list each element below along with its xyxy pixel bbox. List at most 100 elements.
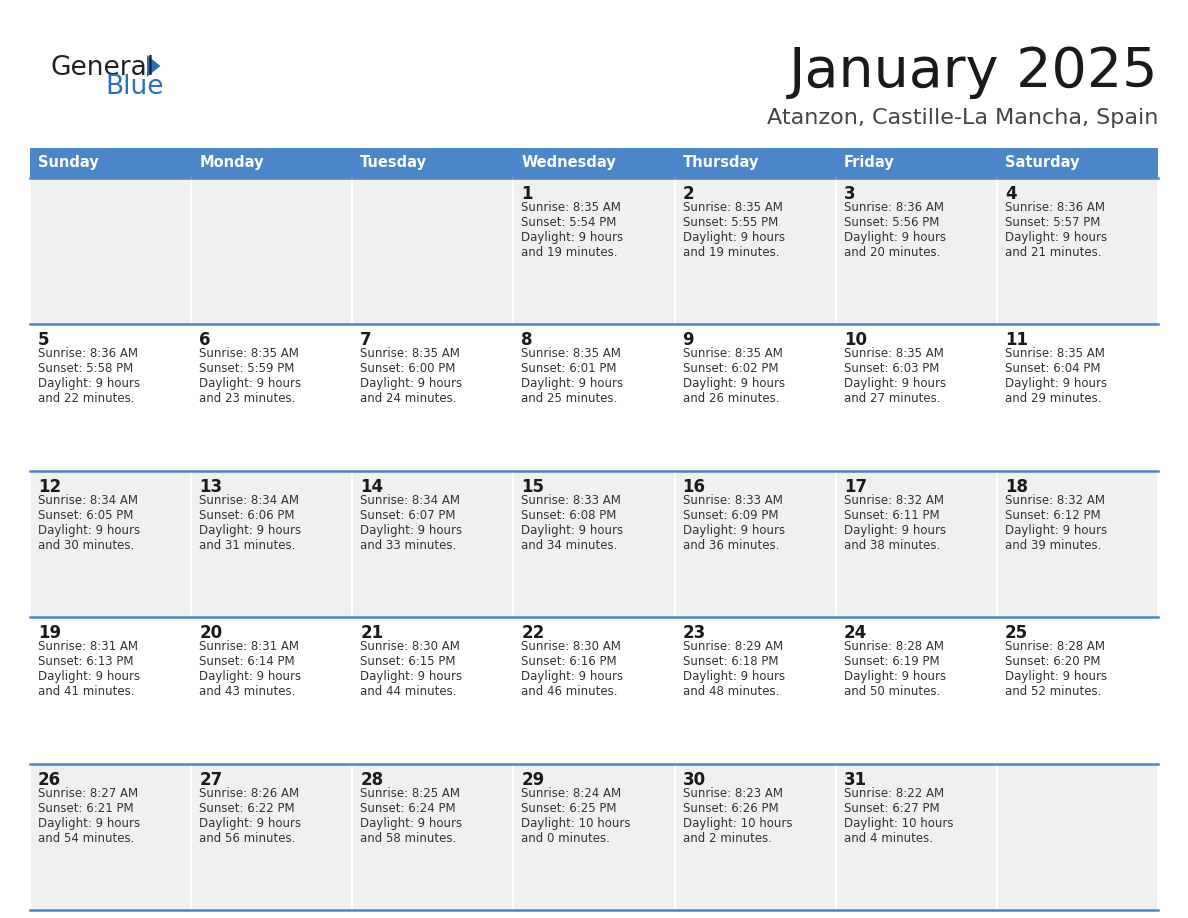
Text: Sunrise: 8:33 AM: Sunrise: 8:33 AM <box>683 494 783 507</box>
Text: Sunrise: 8:36 AM: Sunrise: 8:36 AM <box>1005 201 1105 214</box>
Text: and 39 minutes.: and 39 minutes. <box>1005 539 1101 552</box>
Text: Daylight: 10 hours: Daylight: 10 hours <box>522 817 631 830</box>
Text: and 34 minutes.: and 34 minutes. <box>522 539 618 552</box>
Text: and 26 minutes.: and 26 minutes. <box>683 392 779 406</box>
Text: Daylight: 9 hours: Daylight: 9 hours <box>1005 231 1107 244</box>
Text: Sunset: 6:19 PM: Sunset: 6:19 PM <box>843 655 940 668</box>
Text: Daylight: 9 hours: Daylight: 9 hours <box>360 377 462 390</box>
Text: Sunset: 6:12 PM: Sunset: 6:12 PM <box>1005 509 1100 521</box>
Text: Sunrise: 8:30 AM: Sunrise: 8:30 AM <box>360 640 460 654</box>
Text: and 25 minutes.: and 25 minutes. <box>522 392 618 406</box>
Text: Sunset: 5:54 PM: Sunset: 5:54 PM <box>522 216 617 229</box>
Text: General: General <box>50 55 154 81</box>
Text: Daylight: 9 hours: Daylight: 9 hours <box>1005 670 1107 683</box>
Text: Daylight: 9 hours: Daylight: 9 hours <box>843 524 946 537</box>
Text: Sunset: 6:13 PM: Sunset: 6:13 PM <box>38 655 133 668</box>
Text: Daylight: 9 hours: Daylight: 9 hours <box>200 377 302 390</box>
Text: Sunrise: 8:34 AM: Sunrise: 8:34 AM <box>38 494 138 507</box>
Text: Sunset: 5:56 PM: Sunset: 5:56 PM <box>843 216 939 229</box>
Text: 14: 14 <box>360 477 384 496</box>
Text: Sunrise: 8:30 AM: Sunrise: 8:30 AM <box>522 640 621 654</box>
Text: and 31 minutes.: and 31 minutes. <box>200 539 296 552</box>
Text: Sunset: 6:20 PM: Sunset: 6:20 PM <box>1005 655 1100 668</box>
Text: Wednesday: Wednesday <box>522 155 617 171</box>
Text: and 52 minutes.: and 52 minutes. <box>1005 685 1101 699</box>
Text: Sunrise: 8:31 AM: Sunrise: 8:31 AM <box>200 640 299 654</box>
Text: Daylight: 9 hours: Daylight: 9 hours <box>38 377 140 390</box>
Text: 13: 13 <box>200 477 222 496</box>
Text: 25: 25 <box>1005 624 1028 643</box>
Text: 27: 27 <box>200 770 222 789</box>
Text: Daylight: 9 hours: Daylight: 9 hours <box>38 524 140 537</box>
Text: 16: 16 <box>683 477 706 496</box>
Text: and 54 minutes.: and 54 minutes. <box>38 832 134 845</box>
Text: Sunrise: 8:31 AM: Sunrise: 8:31 AM <box>38 640 138 654</box>
Text: Sunset: 6:22 PM: Sunset: 6:22 PM <box>200 801 295 814</box>
Text: Sunrise: 8:24 AM: Sunrise: 8:24 AM <box>522 787 621 800</box>
Text: 17: 17 <box>843 477 867 496</box>
Text: 11: 11 <box>1005 331 1028 350</box>
Polygon shape <box>147 55 160 77</box>
Text: Sunset: 5:55 PM: Sunset: 5:55 PM <box>683 216 778 229</box>
Text: 28: 28 <box>360 770 384 789</box>
Text: Tuesday: Tuesday <box>360 155 428 171</box>
Text: Sunrise: 8:29 AM: Sunrise: 8:29 AM <box>683 640 783 654</box>
Text: Daylight: 9 hours: Daylight: 9 hours <box>38 670 140 683</box>
Text: Daylight: 9 hours: Daylight: 9 hours <box>522 231 624 244</box>
Text: 9: 9 <box>683 331 694 350</box>
Bar <box>30 764 1158 910</box>
Text: Daylight: 9 hours: Daylight: 9 hours <box>843 670 946 683</box>
Text: Sunset: 6:07 PM: Sunset: 6:07 PM <box>360 509 456 521</box>
Text: Sunset: 6:18 PM: Sunset: 6:18 PM <box>683 655 778 668</box>
Text: Sunset: 6:09 PM: Sunset: 6:09 PM <box>683 509 778 521</box>
Text: Daylight: 9 hours: Daylight: 9 hours <box>683 231 785 244</box>
Text: and 43 minutes.: and 43 minutes. <box>200 685 296 699</box>
Text: Sunset: 5:58 PM: Sunset: 5:58 PM <box>38 363 133 375</box>
Text: Daylight: 9 hours: Daylight: 9 hours <box>683 377 785 390</box>
Text: Sunrise: 8:35 AM: Sunrise: 8:35 AM <box>522 347 621 361</box>
Text: January 2025: January 2025 <box>789 45 1158 99</box>
Text: Daylight: 9 hours: Daylight: 9 hours <box>1005 377 1107 390</box>
Text: Sunset: 6:08 PM: Sunset: 6:08 PM <box>522 509 617 521</box>
Text: Sunrise: 8:36 AM: Sunrise: 8:36 AM <box>38 347 138 361</box>
Text: and 21 minutes.: and 21 minutes. <box>1005 246 1101 259</box>
Text: Sunrise: 8:35 AM: Sunrise: 8:35 AM <box>1005 347 1105 361</box>
Text: Sunrise: 8:28 AM: Sunrise: 8:28 AM <box>1005 640 1105 654</box>
Text: and 23 minutes.: and 23 minutes. <box>200 392 296 406</box>
Text: Sunset: 6:01 PM: Sunset: 6:01 PM <box>522 363 617 375</box>
Text: Daylight: 9 hours: Daylight: 9 hours <box>360 524 462 537</box>
Bar <box>30 471 1158 617</box>
Text: Sunrise: 8:35 AM: Sunrise: 8:35 AM <box>683 201 783 214</box>
Text: Sunrise: 8:35 AM: Sunrise: 8:35 AM <box>522 201 621 214</box>
Text: and 38 minutes.: and 38 minutes. <box>843 539 940 552</box>
Text: Sunset: 6:15 PM: Sunset: 6:15 PM <box>360 655 456 668</box>
Text: Sunset: 6:27 PM: Sunset: 6:27 PM <box>843 801 940 814</box>
Text: Daylight: 9 hours: Daylight: 9 hours <box>843 377 946 390</box>
Text: Daylight: 9 hours: Daylight: 9 hours <box>360 817 462 830</box>
Text: Sunrise: 8:25 AM: Sunrise: 8:25 AM <box>360 787 460 800</box>
Text: 31: 31 <box>843 770 867 789</box>
Text: and 50 minutes.: and 50 minutes. <box>843 685 940 699</box>
Text: 30: 30 <box>683 770 706 789</box>
Text: and 20 minutes.: and 20 minutes. <box>843 246 940 259</box>
Text: Daylight: 9 hours: Daylight: 9 hours <box>200 524 302 537</box>
Text: and 27 minutes.: and 27 minutes. <box>843 392 940 406</box>
Text: Sunrise: 8:35 AM: Sunrise: 8:35 AM <box>843 347 943 361</box>
Text: and 4 minutes.: and 4 minutes. <box>843 832 933 845</box>
Text: and 30 minutes.: and 30 minutes. <box>38 539 134 552</box>
Text: Sunset: 6:02 PM: Sunset: 6:02 PM <box>683 363 778 375</box>
Text: 7: 7 <box>360 331 372 350</box>
Text: 4: 4 <box>1005 185 1017 203</box>
Text: 21: 21 <box>360 624 384 643</box>
Text: 15: 15 <box>522 477 544 496</box>
Text: Daylight: 9 hours: Daylight: 9 hours <box>360 670 462 683</box>
Text: Daylight: 9 hours: Daylight: 9 hours <box>683 670 785 683</box>
Text: 8: 8 <box>522 331 533 350</box>
Text: Sunset: 6:26 PM: Sunset: 6:26 PM <box>683 801 778 814</box>
Text: Sunrise: 8:35 AM: Sunrise: 8:35 AM <box>683 347 783 361</box>
Text: Sunset: 5:59 PM: Sunset: 5:59 PM <box>200 363 295 375</box>
Bar <box>30 617 1158 764</box>
Text: Daylight: 9 hours: Daylight: 9 hours <box>683 524 785 537</box>
Text: Sunset: 6:11 PM: Sunset: 6:11 PM <box>843 509 940 521</box>
Text: Sunset: 5:57 PM: Sunset: 5:57 PM <box>1005 216 1100 229</box>
